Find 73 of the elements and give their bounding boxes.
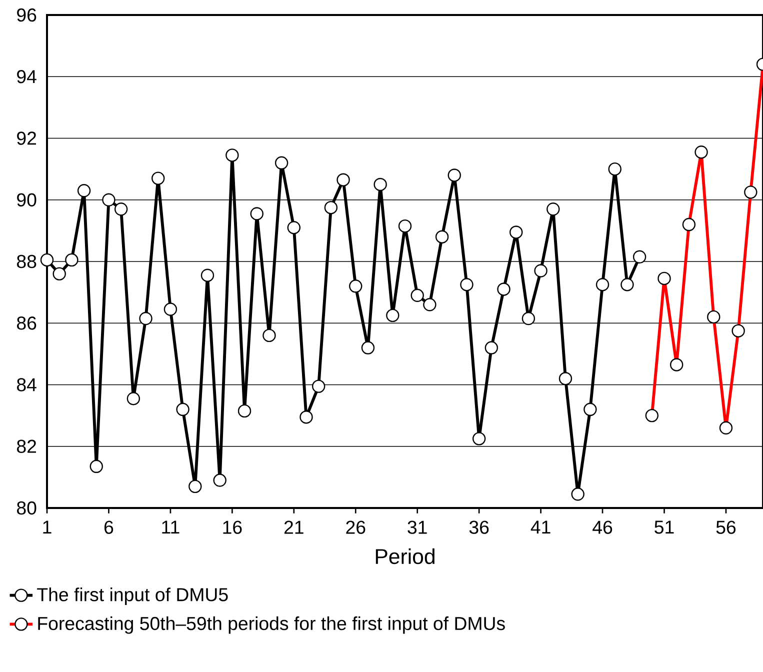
point	[200, 268, 214, 282]
point	[126, 392, 140, 406]
y-tick-label: 88	[17, 254, 36, 268]
point	[398, 219, 412, 233]
x-tick-label: 1	[43, 520, 52, 534]
x-tick-label: 16	[223, 520, 242, 534]
y-tick-label: 82	[17, 440, 36, 453]
point	[188, 480, 202, 494]
x-tick-label: 51	[654, 520, 674, 534]
y-tick-label: 90	[17, 193, 36, 206]
point	[558, 372, 572, 386]
x-tick-label: 46	[592, 520, 612, 534]
point	[52, 267, 66, 280]
y-tick-label: 84	[17, 378, 36, 392]
point	[287, 221, 300, 234]
point	[274, 156, 288, 170]
y-tick-label: 86	[17, 316, 36, 330]
point	[632, 250, 646, 264]
point	[139, 312, 152, 326]
point	[410, 288, 424, 302]
point	[584, 402, 597, 416]
point	[361, 341, 375, 354]
point	[213, 474, 226, 487]
point	[608, 162, 622, 176]
point	[522, 312, 536, 326]
point	[472, 432, 486, 446]
x-tick-label: 6	[104, 520, 114, 534]
point	[164, 302, 178, 316]
point	[448, 168, 461, 182]
x-tick-label: 56	[716, 520, 736, 534]
point	[423, 298, 436, 312]
point	[374, 178, 387, 192]
point	[176, 402, 190, 416]
point	[534, 264, 548, 278]
point	[77, 184, 91, 198]
y-tick-label: 96	[17, 8, 36, 22]
y-tick-label: 94	[17, 70, 36, 84]
x-tick-label: 41	[530, 520, 550, 534]
y-tick-label: 80	[17, 501, 36, 515]
point	[435, 230, 449, 244]
point	[620, 278, 634, 292]
point	[546, 202, 560, 216]
point	[324, 200, 338, 214]
point	[386, 308, 400, 322]
x-axis-title: Period	[376, 548, 434, 564]
point	[510, 226, 523, 239]
point	[250, 207, 264, 220]
point	[349, 280, 362, 293]
legend-label: The first input of DMU5	[37, 588, 228, 605]
point	[152, 172, 165, 185]
y-tick-label: 92	[17, 132, 36, 145]
point	[102, 193, 116, 206]
x-tick-label: 11	[162, 520, 180, 534]
point	[262, 328, 276, 342]
x-tick-label: 26	[346, 520, 366, 534]
point	[571, 488, 584, 501]
point	[40, 253, 54, 267]
legend-label: Forecasting 50th–59th periods for the first input of DMUs	[38, 616, 505, 634]
x-tick-label: 31	[408, 520, 427, 534]
point	[484, 341, 498, 354]
point	[114, 202, 128, 216]
point	[596, 278, 610, 292]
point	[460, 278, 474, 292]
point	[226, 148, 239, 162]
point	[65, 253, 78, 267]
point	[497, 282, 510, 296]
point	[90, 460, 103, 474]
point	[336, 173, 350, 186]
point	[300, 410, 313, 424]
point	[312, 380, 326, 393]
x-tick-label: 21	[284, 520, 304, 534]
point	[238, 404, 252, 418]
x-tick-label: 36	[469, 520, 489, 534]
